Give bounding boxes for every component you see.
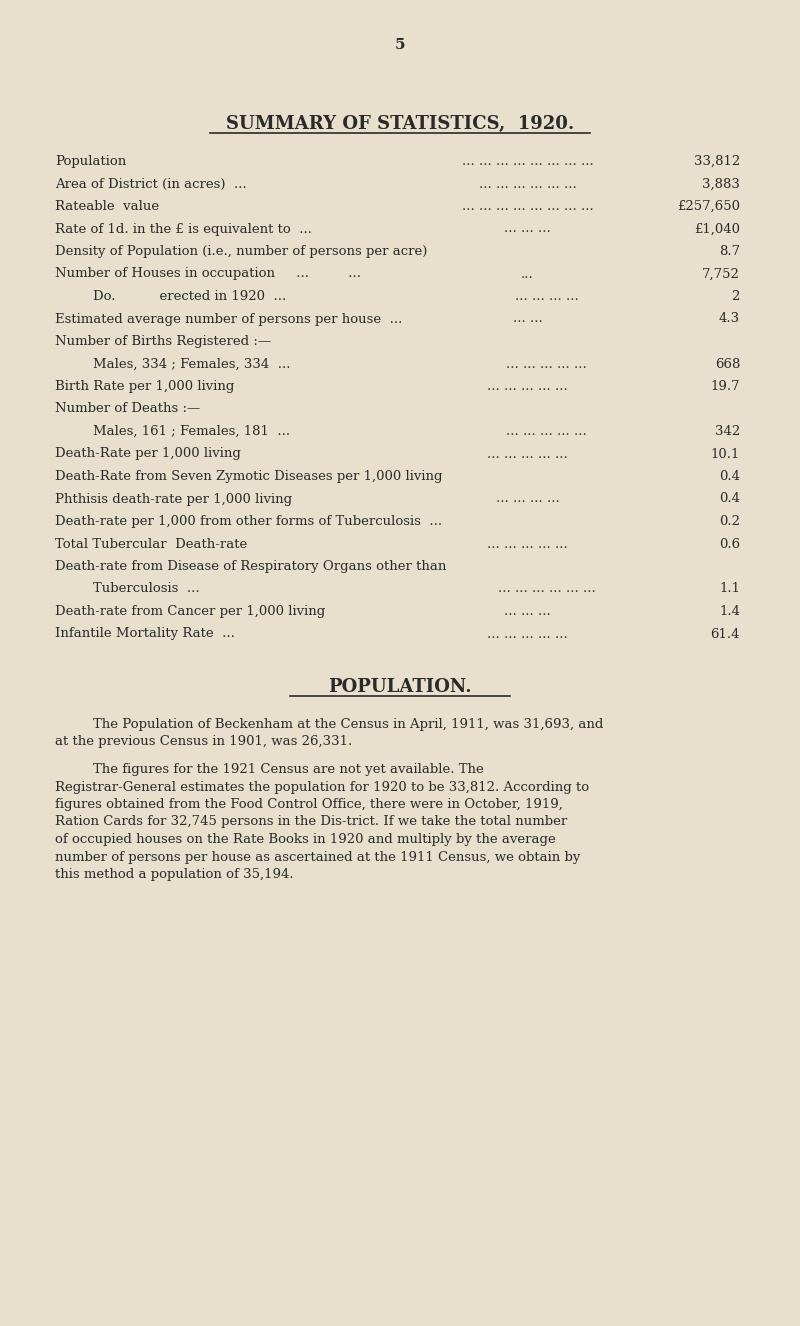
Text: Number of Births Registered :—: Number of Births Registered :— [55, 335, 271, 347]
Text: 0.4: 0.4 [719, 469, 740, 483]
Text: The Population of Beckenham at the Census in April, 1911, was 31,693, and: The Population of Beckenham at the Censu… [93, 717, 603, 731]
Text: 1.1: 1.1 [719, 582, 740, 595]
Text: 2: 2 [732, 290, 740, 304]
Text: ... ... ... ... ...: ... ... ... ... ... [506, 358, 587, 370]
Text: £1,040: £1,040 [694, 223, 740, 236]
Text: ... ... ... ... ...: ... ... ... ... ... [487, 627, 568, 640]
Text: Registrar-General estimates the population for 1920 to be 33,812. According to: Registrar-General estimates the populati… [55, 781, 589, 793]
Text: ... ... ... ... ... ... ... ...: ... ... ... ... ... ... ... ... [462, 155, 594, 168]
Text: Total Tubercular  Death-rate: Total Tubercular Death-rate [55, 537, 247, 550]
Text: ... ... ... ... ... ...: ... ... ... ... ... ... [498, 582, 595, 595]
Text: 10.1: 10.1 [710, 447, 740, 460]
Text: number of persons per house as ascertained at the 1911 Census, we obtain by: number of persons per house as ascertain… [55, 850, 580, 863]
Text: 0.2: 0.2 [719, 514, 740, 528]
Text: 0.4: 0.4 [719, 492, 740, 505]
Text: 61.4: 61.4 [710, 627, 740, 640]
Text: of occupied houses on the Rate Books in 1920 and multiply by the average: of occupied houses on the Rate Books in … [55, 833, 556, 846]
Text: 668: 668 [714, 358, 740, 370]
Text: this method a population of 35,194.: this method a population of 35,194. [55, 869, 294, 880]
Text: POPULATION.: POPULATION. [328, 678, 472, 696]
Text: figures obtained from the Food Control Office, there were in October, 1919,: figures obtained from the Food Control O… [55, 798, 563, 812]
Text: Rate of 1d. in the £ is equivalent to  ...: Rate of 1d. in the £ is equivalent to ..… [55, 223, 312, 236]
Text: Estimated average number of persons per house  ...: Estimated average number of persons per … [55, 313, 402, 325]
Text: Number of Houses in occupation     ...     ...: Number of Houses in occupation ... ... [55, 268, 361, 281]
Text: 0.6: 0.6 [719, 537, 740, 550]
Text: ... ... ...: ... ... ... [504, 223, 551, 236]
Text: ...: ... [521, 268, 534, 281]
Text: ... ... ... ... ... ...: ... ... ... ... ... ... [478, 178, 576, 191]
Text: Ration Cards for 32,745 persons in the Dis-trict. If we take the total number: Ration Cards for 32,745 persons in the D… [55, 815, 567, 829]
Text: Tuberculosis  ...: Tuberculosis ... [93, 582, 200, 595]
Text: at the previous Census in 1901, was 26,331.: at the previous Census in 1901, was 26,3… [55, 736, 352, 748]
Text: Population: Population [55, 155, 126, 168]
Text: Phthisis death-rate per 1,000 living: Phthisis death-rate per 1,000 living [55, 492, 292, 505]
Text: Number of Deaths :—: Number of Deaths :— [55, 403, 200, 415]
Text: Death-Rate from Seven Zymotic Diseases per 1,000 living: Death-Rate from Seven Zymotic Diseases p… [55, 469, 442, 483]
Text: Death-Rate per 1,000 living: Death-Rate per 1,000 living [55, 447, 241, 460]
Text: 342: 342 [714, 426, 740, 438]
Text: Infantile Mortality Rate  ...: Infantile Mortality Rate ... [55, 627, 235, 640]
Text: ... ... ... ... ...: ... ... ... ... ... [487, 537, 568, 550]
Text: £257,650: £257,650 [677, 200, 740, 213]
Text: Density of Population (i.e., number of persons per acre): Density of Population (i.e., number of p… [55, 245, 427, 259]
Text: ... ... ... ...: ... ... ... ... [496, 492, 559, 505]
Text: Death-rate from Cancer per 1,000 living: Death-rate from Cancer per 1,000 living [55, 605, 326, 618]
Text: Death-rate per 1,000 from other forms of Tuberculosis  ...: Death-rate per 1,000 from other forms of… [55, 514, 442, 528]
Text: 3,883: 3,883 [702, 178, 740, 191]
Text: 33,812: 33,812 [694, 155, 740, 168]
Text: SUMMARY OF STATISTICS,  1920.: SUMMARY OF STATISTICS, 1920. [226, 115, 574, 133]
Text: ... ... ... ... ...: ... ... ... ... ... [506, 426, 587, 438]
Text: 1.4: 1.4 [719, 605, 740, 618]
Text: 7,752: 7,752 [702, 268, 740, 281]
Text: ... ... ...: ... ... ... [504, 605, 551, 618]
Text: ... ... ... ... ...: ... ... ... ... ... [487, 381, 568, 392]
Text: ... ...: ... ... [513, 313, 542, 325]
Text: Males, 334 ; Females, 334  ...: Males, 334 ; Females, 334 ... [93, 358, 290, 370]
Text: 5: 5 [394, 38, 406, 52]
Text: ... ... ... ...: ... ... ... ... [514, 290, 578, 304]
Text: ... ... ... ... ...: ... ... ... ... ... [487, 447, 568, 460]
Text: Area of District (in acres)  ...: Area of District (in acres) ... [55, 178, 246, 191]
Text: 4.3: 4.3 [719, 313, 740, 325]
Text: Rateable  value: Rateable value [55, 200, 159, 213]
Text: Males, 161 ; Females, 181  ...: Males, 161 ; Females, 181 ... [93, 426, 290, 438]
Text: Birth Rate per 1,000 living: Birth Rate per 1,000 living [55, 381, 234, 392]
Text: 19.7: 19.7 [710, 381, 740, 392]
Text: Do.    erected in 1920  ...: Do. erected in 1920 ... [93, 290, 286, 304]
Text: Death-rate from Disease of Respiratory Organs other than: Death-rate from Disease of Respiratory O… [55, 560, 446, 573]
Text: The figures for the 1921 Census are not yet available. The: The figures for the 1921 Census are not … [93, 762, 484, 776]
Text: ... ... ... ... ... ... ... ...: ... ... ... ... ... ... ... ... [462, 200, 594, 213]
Text: 8.7: 8.7 [719, 245, 740, 259]
